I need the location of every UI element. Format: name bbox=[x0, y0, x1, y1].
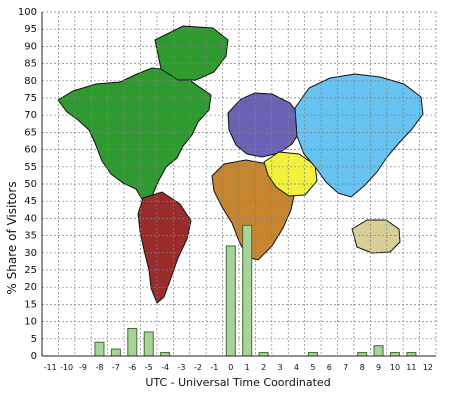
labels-layer: 0510152025303540455055606570758085909510… bbox=[18, 7, 433, 372]
y-tick-label: 95 bbox=[24, 24, 37, 35]
y-tick-label: 40 bbox=[24, 213, 37, 224]
y-tick-label: 70 bbox=[24, 110, 37, 121]
x-tick-label: -8 bbox=[95, 363, 103, 372]
x-tick-label: 4 bbox=[294, 363, 299, 372]
y-tick-label: 60 bbox=[24, 145, 37, 156]
bar bbox=[406, 352, 417, 357]
bar bbox=[258, 352, 269, 357]
y-tick-label: 75 bbox=[24, 93, 37, 104]
australia-region bbox=[351, 219, 401, 254]
x-tick-label: 7 bbox=[343, 363, 348, 372]
y-tick-label: 25 bbox=[24, 265, 37, 276]
world-map-background bbox=[57, 25, 424, 304]
y-tick-label: 0 bbox=[31, 351, 37, 362]
greenland-region bbox=[154, 25, 229, 81]
south-america-region bbox=[137, 191, 192, 304]
axes-layer bbox=[41, 12, 436, 357]
x-axis-title: UTC - Universal Time Coordinated bbox=[145, 376, 330, 389]
bar bbox=[127, 327, 138, 357]
y-tick-label: 80 bbox=[24, 76, 37, 87]
x-tick-label: -7 bbox=[112, 363, 120, 372]
x-tick-label: -10 bbox=[60, 363, 73, 372]
x-tick-label: 10 bbox=[390, 363, 400, 372]
bar bbox=[307, 352, 318, 357]
y-tick-label: 10 bbox=[24, 317, 37, 328]
y-tick-label: 20 bbox=[24, 282, 37, 293]
north-america-region bbox=[57, 67, 212, 202]
europe-region bbox=[227, 92, 302, 158]
x-tick-label: 12 bbox=[423, 363, 433, 372]
y-tick-label: 55 bbox=[24, 162, 37, 173]
x-tick-label: -5 bbox=[145, 363, 153, 372]
x-tick-label: -2 bbox=[194, 363, 202, 372]
y-tick-label: 45 bbox=[24, 196, 37, 207]
bar bbox=[389, 352, 400, 357]
bar bbox=[225, 245, 236, 357]
bar bbox=[94, 341, 105, 357]
x-tick-label: -4 bbox=[161, 363, 169, 372]
y-tick-label: 50 bbox=[24, 179, 37, 190]
y-tick-label: 30 bbox=[24, 248, 37, 259]
x-tick-label: -3 bbox=[178, 363, 186, 372]
x-tick-label: 6 bbox=[327, 363, 332, 372]
x-tick-label: 2 bbox=[261, 363, 266, 372]
asia-region bbox=[294, 73, 424, 198]
x-tick-label: -1 bbox=[210, 363, 218, 372]
bar bbox=[373, 345, 384, 357]
y-tick-label: 90 bbox=[24, 41, 37, 52]
bar bbox=[143, 331, 154, 357]
bar bbox=[357, 352, 368, 357]
x-tick-label: -6 bbox=[128, 363, 136, 372]
x-tick-label: 3 bbox=[277, 363, 282, 372]
x-tick-label: 0 bbox=[228, 363, 233, 372]
bar bbox=[110, 348, 121, 357]
y-tick-label: 35 bbox=[24, 231, 37, 242]
x-tick-label: -11 bbox=[44, 363, 57, 372]
y-tick-label: 5 bbox=[31, 334, 37, 345]
x-tick-label: 8 bbox=[360, 363, 365, 372]
x-tick-label: 11 bbox=[406, 363, 416, 372]
y-tick-label: 85 bbox=[24, 59, 37, 70]
x-tick-label: 1 bbox=[245, 363, 250, 372]
x-tick-label: 5 bbox=[310, 363, 315, 372]
x-tick-label: -9 bbox=[79, 363, 87, 372]
x-tick-label: 9 bbox=[376, 363, 381, 372]
y-tick-label: 15 bbox=[24, 299, 37, 310]
y-axis-title: % Share of Visitors bbox=[5, 181, 19, 294]
y-tick-label: 100 bbox=[18, 7, 37, 18]
bar bbox=[160, 352, 171, 357]
y-tick-label: 65 bbox=[24, 127, 37, 138]
bar bbox=[242, 224, 253, 357]
